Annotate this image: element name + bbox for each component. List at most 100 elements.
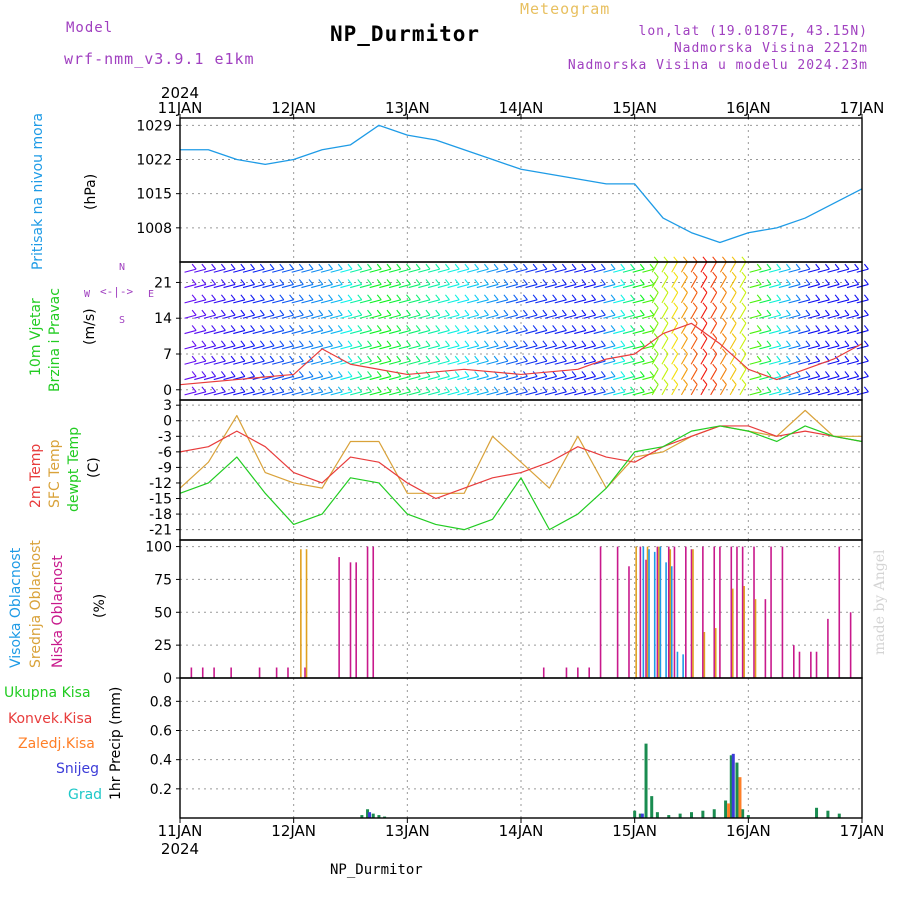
wind-barb xyxy=(447,375,460,381)
wind-barb xyxy=(486,345,499,350)
wind-barb xyxy=(651,307,659,319)
wind-barb xyxy=(581,263,587,270)
wind-barb xyxy=(318,325,324,331)
wind-barb xyxy=(581,309,587,316)
wind-barb xyxy=(515,360,528,365)
precip-bar xyxy=(729,755,733,818)
wind-barb xyxy=(741,302,747,309)
wind-speed-line xyxy=(179,322,863,386)
wind-barb xyxy=(289,279,294,285)
wind-barb xyxy=(554,345,567,350)
wind-barb xyxy=(483,325,489,331)
wind-barb xyxy=(788,299,801,304)
wind-barb xyxy=(298,309,304,316)
wind-barb xyxy=(731,317,737,324)
wind-barb xyxy=(532,325,538,331)
wind-barb xyxy=(328,386,333,393)
wind-barb xyxy=(389,329,401,335)
bottom-date-tick: 15JAN xyxy=(612,822,657,840)
wind-barb xyxy=(233,391,245,396)
wind-barb xyxy=(250,355,256,362)
wind-barb xyxy=(367,371,372,377)
wind-barb xyxy=(298,325,304,331)
wind-barb xyxy=(692,271,698,278)
wind-barb xyxy=(561,309,567,316)
wind-barb xyxy=(505,283,518,289)
wind-barb xyxy=(203,283,216,289)
wind-barb xyxy=(357,309,363,316)
wind-barb xyxy=(807,345,820,350)
wind-barb xyxy=(379,329,392,335)
wind-barb xyxy=(398,299,411,304)
wind-barb xyxy=(776,309,782,316)
wind-barb xyxy=(552,294,558,301)
wind-barb xyxy=(408,375,421,381)
wind-barb xyxy=(522,340,528,347)
top-date-tick: 11JAN xyxy=(158,99,203,117)
wind-barb xyxy=(337,294,343,301)
precip-bar xyxy=(712,809,716,818)
wind-barb xyxy=(454,386,460,393)
wind-barb xyxy=(729,307,737,319)
wind-barb xyxy=(445,263,450,270)
wind-barb xyxy=(320,268,333,273)
wind-barb xyxy=(805,386,811,393)
wind-barb xyxy=(291,299,304,304)
wind-barb xyxy=(496,360,509,365)
wind-barb xyxy=(240,279,246,285)
wind-barb xyxy=(766,263,772,270)
wind-barb xyxy=(240,325,246,331)
wind-barb xyxy=(301,283,314,289)
wind-barb xyxy=(330,314,343,319)
wind-barb xyxy=(690,307,698,319)
wind-barb xyxy=(741,379,747,385)
wind-barb xyxy=(798,345,811,350)
wind-barb xyxy=(749,375,762,381)
wind-barb xyxy=(739,292,747,304)
wind-barb xyxy=(622,268,635,273)
wind-barb xyxy=(437,268,450,273)
wind-barb xyxy=(406,263,411,270)
wind-barb xyxy=(262,299,275,304)
wind-barb xyxy=(620,279,626,285)
wind-barb xyxy=(692,317,698,324)
wind-barb xyxy=(795,355,801,362)
wind-barb xyxy=(194,375,207,381)
wind-barb xyxy=(683,287,688,293)
wind-barb xyxy=(613,391,625,396)
wind-barb xyxy=(454,294,460,301)
wind-barb xyxy=(318,355,324,362)
wind-barb xyxy=(690,276,698,288)
wind-barb xyxy=(211,309,217,316)
axis-layer: 11JAN 11JAN 12JAN 12JAN 13JAN 13JAN 14JAN 14JAN… xyxy=(136,84,884,858)
wind-barb xyxy=(815,325,821,331)
wind-barb xyxy=(731,287,737,293)
wind-barb xyxy=(525,314,538,319)
wind-barb xyxy=(272,299,284,304)
wind-barb xyxy=(807,314,820,319)
wind-barb xyxy=(203,345,216,350)
wind-barb xyxy=(663,317,669,324)
wind-barb xyxy=(220,325,226,331)
wind-barb xyxy=(564,329,577,335)
wind-barb xyxy=(445,294,450,301)
wind-barb xyxy=(653,302,659,309)
wind-barb xyxy=(347,294,353,301)
wind-barb xyxy=(367,279,372,285)
wind-barb xyxy=(230,355,236,362)
wind-barb xyxy=(386,371,392,377)
wind-barb xyxy=(220,340,226,347)
wind-barb xyxy=(281,345,294,350)
wind-barb xyxy=(581,325,587,331)
wind-barb xyxy=(437,299,450,304)
wind-barb xyxy=(680,338,688,350)
wind-barb xyxy=(837,268,850,273)
wind-barb xyxy=(721,271,727,278)
wind-barb xyxy=(719,322,727,334)
wind-barb xyxy=(863,386,869,393)
wind-barb xyxy=(347,279,353,285)
wind-barb xyxy=(369,283,382,289)
wind-barb xyxy=(522,294,528,301)
wind-barb xyxy=(544,283,557,289)
precip-bar xyxy=(837,813,841,818)
